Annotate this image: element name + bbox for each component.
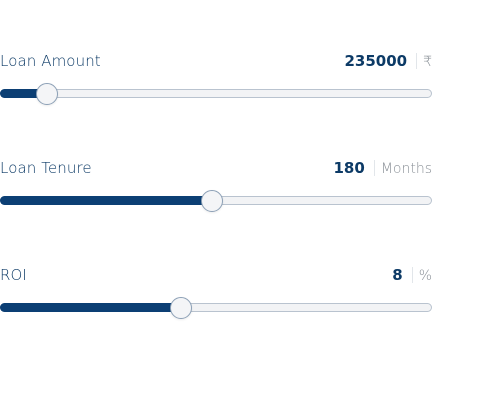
loan-tenure-label: Loan Tenure	[0, 159, 92, 177]
loan-tenure-track[interactable]	[0, 189, 432, 212]
loan-amount-track[interactable]	[0, 82, 432, 105]
loan-amount-slider-group: Loan Amount 235000 ₹	[0, 52, 432, 112]
value-unit-divider	[411, 267, 413, 283]
loan-amount-fill	[0, 89, 47, 98]
value-unit-divider	[373, 160, 375, 176]
loan-tenure-fill	[0, 196, 212, 205]
loan-tenure-slider-group: Loan Tenure 180 Months	[0, 159, 432, 219]
loan-amount-value[interactable]: 235000	[344, 52, 408, 70]
roi-track[interactable]	[0, 296, 432, 319]
value-unit-divider	[416, 53, 418, 69]
roi-label: ROI	[0, 266, 27, 284]
loan-amount-header: Loan Amount 235000 ₹	[0, 52, 432, 74]
percent-icon: %	[418, 268, 432, 284]
loan-tenure-thumb[interactable]	[201, 189, 223, 212]
loan-tenure-value-box[interactable]: 180 Months	[334, 159, 433, 177]
loan-tenure-header: Loan Tenure 180 Months	[0, 159, 432, 181]
roi-thumb[interactable]	[170, 296, 192, 319]
roi-slider-group: ROI 8 %	[0, 266, 432, 326]
loan-tenure-value[interactable]: 180	[333, 159, 365, 177]
roi-value[interactable]: 8	[392, 266, 403, 284]
loan-amount-thumb[interactable]	[36, 82, 58, 105]
loan-tenure-unit: Months	[380, 161, 432, 177]
roi-fill	[0, 303, 181, 312]
loan-amount-value-box[interactable]: 235000 ₹	[344, 52, 432, 70]
roi-header: ROI 8 %	[0, 266, 432, 288]
roi-value-box[interactable]: 8 %	[392, 266, 432, 284]
rupee-icon: ₹	[423, 54, 432, 70]
loan-amount-label: Loan Amount	[0, 52, 101, 70]
